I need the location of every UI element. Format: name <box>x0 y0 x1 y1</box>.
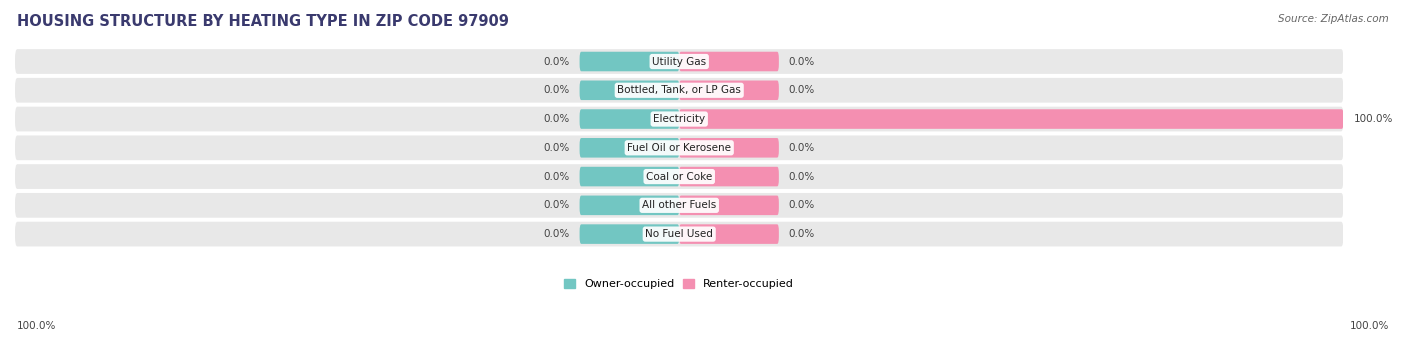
FancyBboxPatch shape <box>679 138 779 158</box>
Text: 0.0%: 0.0% <box>789 85 815 95</box>
Text: 0.0%: 0.0% <box>543 114 569 124</box>
FancyBboxPatch shape <box>15 193 1344 218</box>
FancyBboxPatch shape <box>679 224 779 244</box>
Text: 0.0%: 0.0% <box>543 57 569 66</box>
FancyBboxPatch shape <box>579 52 679 71</box>
Text: 0.0%: 0.0% <box>789 229 815 239</box>
Text: 100.0%: 100.0% <box>1350 321 1389 331</box>
Text: 0.0%: 0.0% <box>789 200 815 210</box>
Text: Utility Gas: Utility Gas <box>652 57 706 66</box>
FancyBboxPatch shape <box>15 164 1344 189</box>
Text: Source: ZipAtlas.com: Source: ZipAtlas.com <box>1278 14 1389 24</box>
Text: 100.0%: 100.0% <box>1354 114 1393 124</box>
FancyBboxPatch shape <box>579 224 679 244</box>
Text: 0.0%: 0.0% <box>789 57 815 66</box>
FancyBboxPatch shape <box>579 109 679 129</box>
FancyBboxPatch shape <box>15 222 1344 247</box>
FancyBboxPatch shape <box>15 107 1344 131</box>
FancyBboxPatch shape <box>15 49 1344 74</box>
Text: HOUSING STRUCTURE BY HEATING TYPE IN ZIP CODE 97909: HOUSING STRUCTURE BY HEATING TYPE IN ZIP… <box>17 14 509 29</box>
Legend: Owner-occupied, Renter-occupied: Owner-occupied, Renter-occupied <box>564 279 794 289</box>
FancyBboxPatch shape <box>679 109 1344 129</box>
Text: Fuel Oil or Kerosene: Fuel Oil or Kerosene <box>627 143 731 153</box>
FancyBboxPatch shape <box>15 78 1344 103</box>
FancyBboxPatch shape <box>679 195 779 215</box>
Text: Coal or Coke: Coal or Coke <box>647 172 713 181</box>
Text: 0.0%: 0.0% <box>543 172 569 181</box>
Text: 0.0%: 0.0% <box>543 85 569 95</box>
Text: No Fuel Used: No Fuel Used <box>645 229 713 239</box>
FancyBboxPatch shape <box>579 80 679 100</box>
Text: 0.0%: 0.0% <box>543 229 569 239</box>
Text: 0.0%: 0.0% <box>789 172 815 181</box>
FancyBboxPatch shape <box>15 135 1344 160</box>
Text: Electricity: Electricity <box>654 114 706 124</box>
Text: 0.0%: 0.0% <box>789 143 815 153</box>
Text: All other Fuels: All other Fuels <box>643 200 716 210</box>
FancyBboxPatch shape <box>579 195 679 215</box>
FancyBboxPatch shape <box>679 80 779 100</box>
FancyBboxPatch shape <box>579 138 679 158</box>
Text: 0.0%: 0.0% <box>543 200 569 210</box>
Text: 0.0%: 0.0% <box>543 143 569 153</box>
Text: Bottled, Tank, or LP Gas: Bottled, Tank, or LP Gas <box>617 85 741 95</box>
FancyBboxPatch shape <box>679 167 779 186</box>
FancyBboxPatch shape <box>579 167 679 186</box>
Text: 100.0%: 100.0% <box>17 321 56 331</box>
FancyBboxPatch shape <box>679 52 779 71</box>
